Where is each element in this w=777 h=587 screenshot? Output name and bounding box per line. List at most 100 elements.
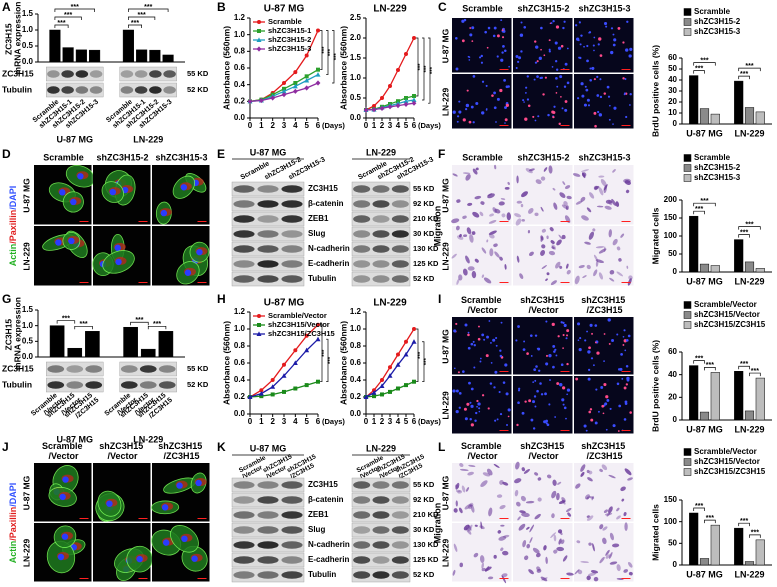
band [281, 556, 303, 564]
y-tick-label: 0.6 [350, 358, 362, 367]
y-tick-label: 0.0 [22, 57, 34, 66]
point [379, 105, 385, 111]
nucleus [458, 100, 461, 103]
x-tick-label: 6 [316, 121, 321, 130]
nucleus [495, 336, 498, 340]
nucleus [524, 117, 528, 121]
stained-cell [483, 277, 492, 284]
nucleus [500, 321, 503, 324]
group-label: U-87 MG [250, 443, 287, 453]
stained-cell [504, 264, 507, 270]
y-tick-label: 0.5 [350, 93, 362, 102]
legend-label: Scramble/Vector [694, 447, 757, 456]
stained-cell [581, 215, 589, 221]
nucleus [629, 411, 632, 414]
stained-cell [500, 197, 506, 201]
stained-cell [479, 525, 485, 530]
point [363, 394, 369, 399]
stained-cell [586, 575, 591, 581]
image-background [452, 18, 512, 73]
nucleus [552, 344, 556, 348]
stained-cell [515, 461, 520, 470]
nucleus [562, 403, 565, 406]
bar [710, 372, 720, 421]
stained-cell [595, 260, 599, 267]
nucleus [587, 104, 591, 107]
micrograph [452, 376, 512, 434]
band [61, 86, 74, 94]
band [120, 381, 138, 389]
stained-cell [472, 168, 478, 175]
nucleus [624, 349, 627, 352]
stained-cell [550, 240, 555, 245]
nucleus [504, 122, 506, 124]
bar [744, 107, 755, 125]
band [353, 260, 371, 268]
point [292, 360, 298, 365]
stained-cell [541, 228, 546, 233]
stained-cell [484, 566, 492, 572]
nucleus [612, 123, 614, 125]
protein-label: ZEB1 [308, 214, 329, 223]
protein-label: N-cadherin [308, 540, 350, 549]
stained-cell [498, 536, 507, 541]
group-label: LN-229 [366, 443, 396, 453]
y-axis-label: ZC3H15 mRNA expression [4, 297, 23, 370]
stained-cell [616, 507, 620, 512]
band [257, 245, 279, 253]
stained-cell [577, 569, 583, 575]
stained-cell [606, 512, 611, 517]
legend-label: Scramble/Vector [268, 311, 327, 320]
x-tick-label: 2 [270, 121, 275, 130]
nucleus [621, 377, 624, 380]
band [120, 365, 138, 373]
nucleus [560, 363, 564, 367]
bar [755, 539, 765, 566]
band [353, 526, 371, 534]
legend-label: Scramble [694, 7, 731, 16]
band [281, 215, 303, 223]
band [233, 556, 255, 564]
band [139, 365, 157, 373]
stained-cell [480, 480, 488, 487]
stained-cell [489, 213, 494, 217]
protein-label: Tubulin [308, 570, 336, 579]
nucleus [607, 318, 611, 322]
stained-cell [464, 504, 472, 510]
cell-nucleus [181, 535, 188, 543]
significance-bracket [416, 328, 419, 383]
stained-cell [456, 278, 460, 285]
nucleus [599, 95, 603, 99]
stained-cell [543, 545, 547, 551]
band [353, 496, 371, 504]
point [396, 386, 400, 391]
x-tick-label: 0 [364, 417, 369, 426]
point [404, 96, 408, 100]
point [304, 347, 310, 353]
row-label: U-87 MG [440, 329, 450, 364]
nucleus [481, 111, 485, 115]
nucleus [540, 393, 544, 396]
significance-bracket [693, 210, 705, 215]
legend-swatch [683, 8, 692, 16]
nucleus [474, 419, 477, 423]
bar [699, 558, 710, 566]
nucleus [556, 68, 559, 71]
significance-label: *** [706, 515, 714, 522]
point [403, 98, 409, 104]
micrograph [513, 376, 573, 434]
y-tick-label: 0.2 [234, 96, 246, 105]
significance-label: *** [64, 12, 72, 19]
nucleus [496, 34, 500, 38]
micrograph [574, 522, 634, 582]
nucleus [469, 33, 473, 37]
nucleus [538, 369, 541, 372]
y-tick-label: 150 [664, 495, 678, 504]
nucleus [475, 101, 479, 105]
nucleus [613, 38, 617, 42]
point [387, 104, 393, 110]
micrograph [452, 317, 512, 375]
nucleus [532, 115, 535, 118]
nucleus [578, 56, 581, 59]
stained-cell [515, 218, 522, 226]
